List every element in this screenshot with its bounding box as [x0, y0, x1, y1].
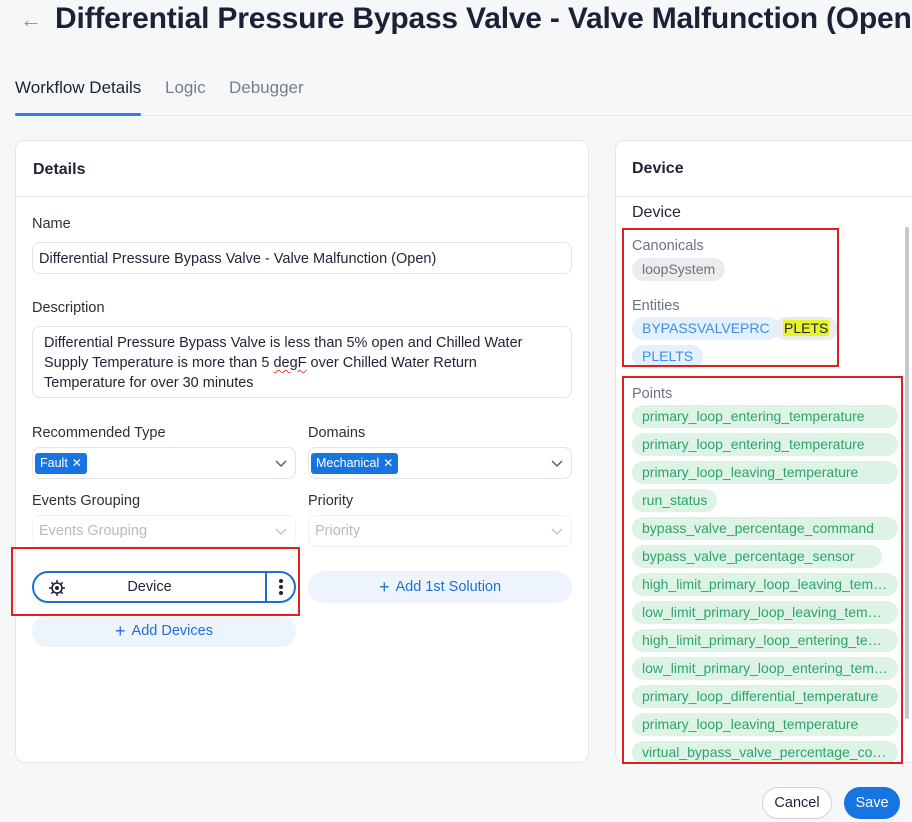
domains-select[interactable]: Mechanical ✕ [308, 447, 572, 479]
device-pill-divider [265, 571, 267, 603]
chevron-down-icon [274, 524, 288, 538]
fault-tag-label: Fault [40, 456, 68, 470]
back-arrow-icon[interactable]: ← [20, 7, 42, 32]
more-options-icon[interactable] [270, 576, 292, 598]
point-chip: primary_loop_entering_temperature [632, 433, 898, 456]
events-grouping-select[interactable]: Events Grouping [32, 515, 296, 547]
plus-icon: + [378, 577, 390, 597]
device-section-title: Device [632, 204, 681, 221]
device-panel: Device Device Canonicals loopSystem Enti… [615, 140, 912, 763]
point-chip: primary_loop_leaving_temperature [632, 461, 898, 484]
point-chip: run_status [632, 489, 718, 512]
plus-icon: + [115, 621, 126, 641]
tab-bar: Workflow Details Logic Debugger [15, 78, 912, 116]
tab-logic[interactable]: Logic [165, 78, 206, 97]
events-grouping-label: Events Grouping [32, 493, 141, 509]
point-chip: high_limit_primary_loop_entering_tempera… [632, 629, 898, 652]
add-devices-button[interactable]: + Add Devices [32, 615, 296, 647]
tab-workflow-details[interactable]: Workflow Details [15, 78, 142, 97]
spellcheck-flagged-word: degF [273, 355, 307, 371]
chip-icon [48, 579, 66, 597]
device-panel-header: Device [616, 141, 912, 197]
priority-select[interactable]: Priority [308, 515, 572, 547]
page-title: Differential Pressure Bypass Valve - Val… [55, 2, 912, 35]
canonicals-label: Canonicals [632, 238, 704, 254]
tag-remove-icon[interactable]: ✕ [71, 456, 82, 470]
device-panel-scrollbar[interactable] [905, 227, 909, 719]
mechanical-tag-label: Mechanical [316, 456, 380, 470]
description-label: Description [32, 300, 105, 316]
priority-placeholder: Priority [315, 523, 361, 539]
point-chip: bypass_valve_percentage_sensor [632, 545, 882, 568]
point-chip: primary_loop_differential_temperature [632, 685, 898, 708]
details-card-header: Details [16, 141, 588, 197]
point-chip: high_limit_primary_loop_leaving_temperat… [632, 573, 898, 596]
cancel-button[interactable]: Cancel [762, 787, 832, 819]
entity-chip: BYPASSVALVEPRC [632, 317, 780, 340]
name-label: Name [32, 216, 71, 232]
add-devices-label: Add Devices [131, 623, 213, 639]
chevron-down-icon [550, 456, 564, 470]
chevron-down-icon [274, 456, 288, 470]
domains-tag: Mechanical ✕ [311, 453, 399, 474]
recommended-type-label: Recommended Type [32, 425, 166, 441]
point-chip: virtual_bypass_valve_percentage_command [632, 741, 898, 762]
add-first-solution-button[interactable]: + Add 1st Solution [308, 571, 572, 603]
description-text-after: over Chilled Water Return Temperature fo… [44, 355, 477, 391]
details-title: Details [33, 161, 86, 178]
name-input[interactable]: Differential Pressure Bypass Valve - Val… [32, 242, 572, 274]
entity-chip-highlighted: PLETS [774, 317, 839, 340]
point-chip: primary_loop_entering_temperature [632, 405, 898, 428]
point-chip: bypass_valve_percentage_command [632, 517, 898, 540]
recommended-type-tag: Fault ✕ [35, 453, 87, 474]
active-tab-indicator [15, 113, 141, 116]
add-first-solution-label: Add 1st Solution [395, 579, 502, 595]
tag-remove-icon[interactable]: ✕ [383, 456, 394, 470]
search-highlight: PLETS [783, 320, 830, 336]
point-chip: low_limit_primary_loop_entering_temperat… [632, 657, 898, 680]
domains-label: Domains [308, 425, 366, 441]
recommended-type-select[interactable]: Fault ✕ [32, 447, 296, 479]
device-panel-title: Device [632, 160, 684, 177]
chevron-down-icon [550, 524, 564, 538]
canonical-chip: loopSystem [632, 258, 726, 281]
save-button[interactable]: Save [844, 787, 900, 819]
entities-label: Entities [632, 298, 680, 314]
description-textarea[interactable]: Differential Pressure Bypass Valve is le… [32, 326, 572, 398]
points-label: Points [632, 386, 673, 402]
tab-debugger[interactable]: Debugger [229, 78, 304, 97]
point-chip: low_limit_primary_loop_leaving_temperatu… [632, 601, 898, 624]
priority-label: Priority [308, 493, 354, 509]
events-grouping-placeholder: Events Grouping [39, 523, 148, 539]
device-pill-label: Device [127, 579, 172, 595]
description-text-before: Differential Pressure Bypass Valve is le… [44, 335, 523, 371]
entity-chip: PLELTS [632, 345, 704, 368]
point-chip: primary_loop_leaving_temperature [632, 713, 898, 736]
device-pill[interactable]: Device [32, 571, 296, 603]
